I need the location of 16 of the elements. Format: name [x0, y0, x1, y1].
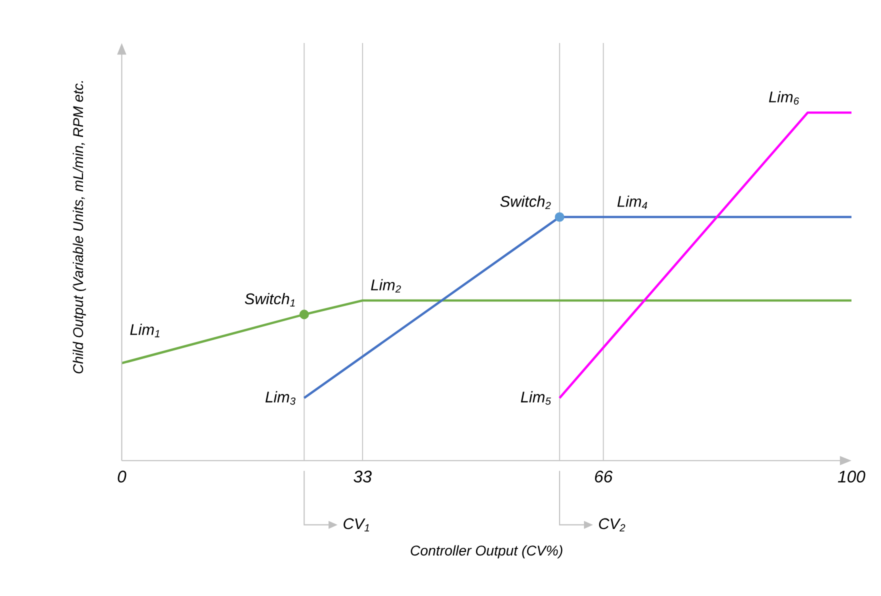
x-axis-title: Controller Output (CV%) [410, 544, 562, 558]
annotation: Lim$_{5}$ [520, 390, 551, 405]
x-tick-label: 33 [354, 470, 372, 482]
text: CV$_{1}$ [344, 518, 370, 532]
y-axis-title: Child Output (Variable Units, mL/min, RPM etc. [72, 80, 86, 374]
annotation: Lim$_{4}$ [617, 195, 648, 209]
annotation: Lim$_{6}$ [769, 90, 800, 104]
annotation: Switch$_{1}$ [244, 292, 295, 306]
x-tick-label: 100 [838, 470, 866, 482]
annotation: Lim$_{2}$ [370, 278, 401, 292]
annotation: Lim$_{3}$ [265, 390, 296, 405]
x-tick-label: 0 [118, 470, 126, 482]
annotation: Lim$_{1}$ [130, 324, 160, 337]
text: CV$_{2}$ [599, 518, 626, 532]
annotation: Switch$_{2}$ [500, 195, 551, 209]
x-tick-label: 66 [595, 470, 613, 482]
